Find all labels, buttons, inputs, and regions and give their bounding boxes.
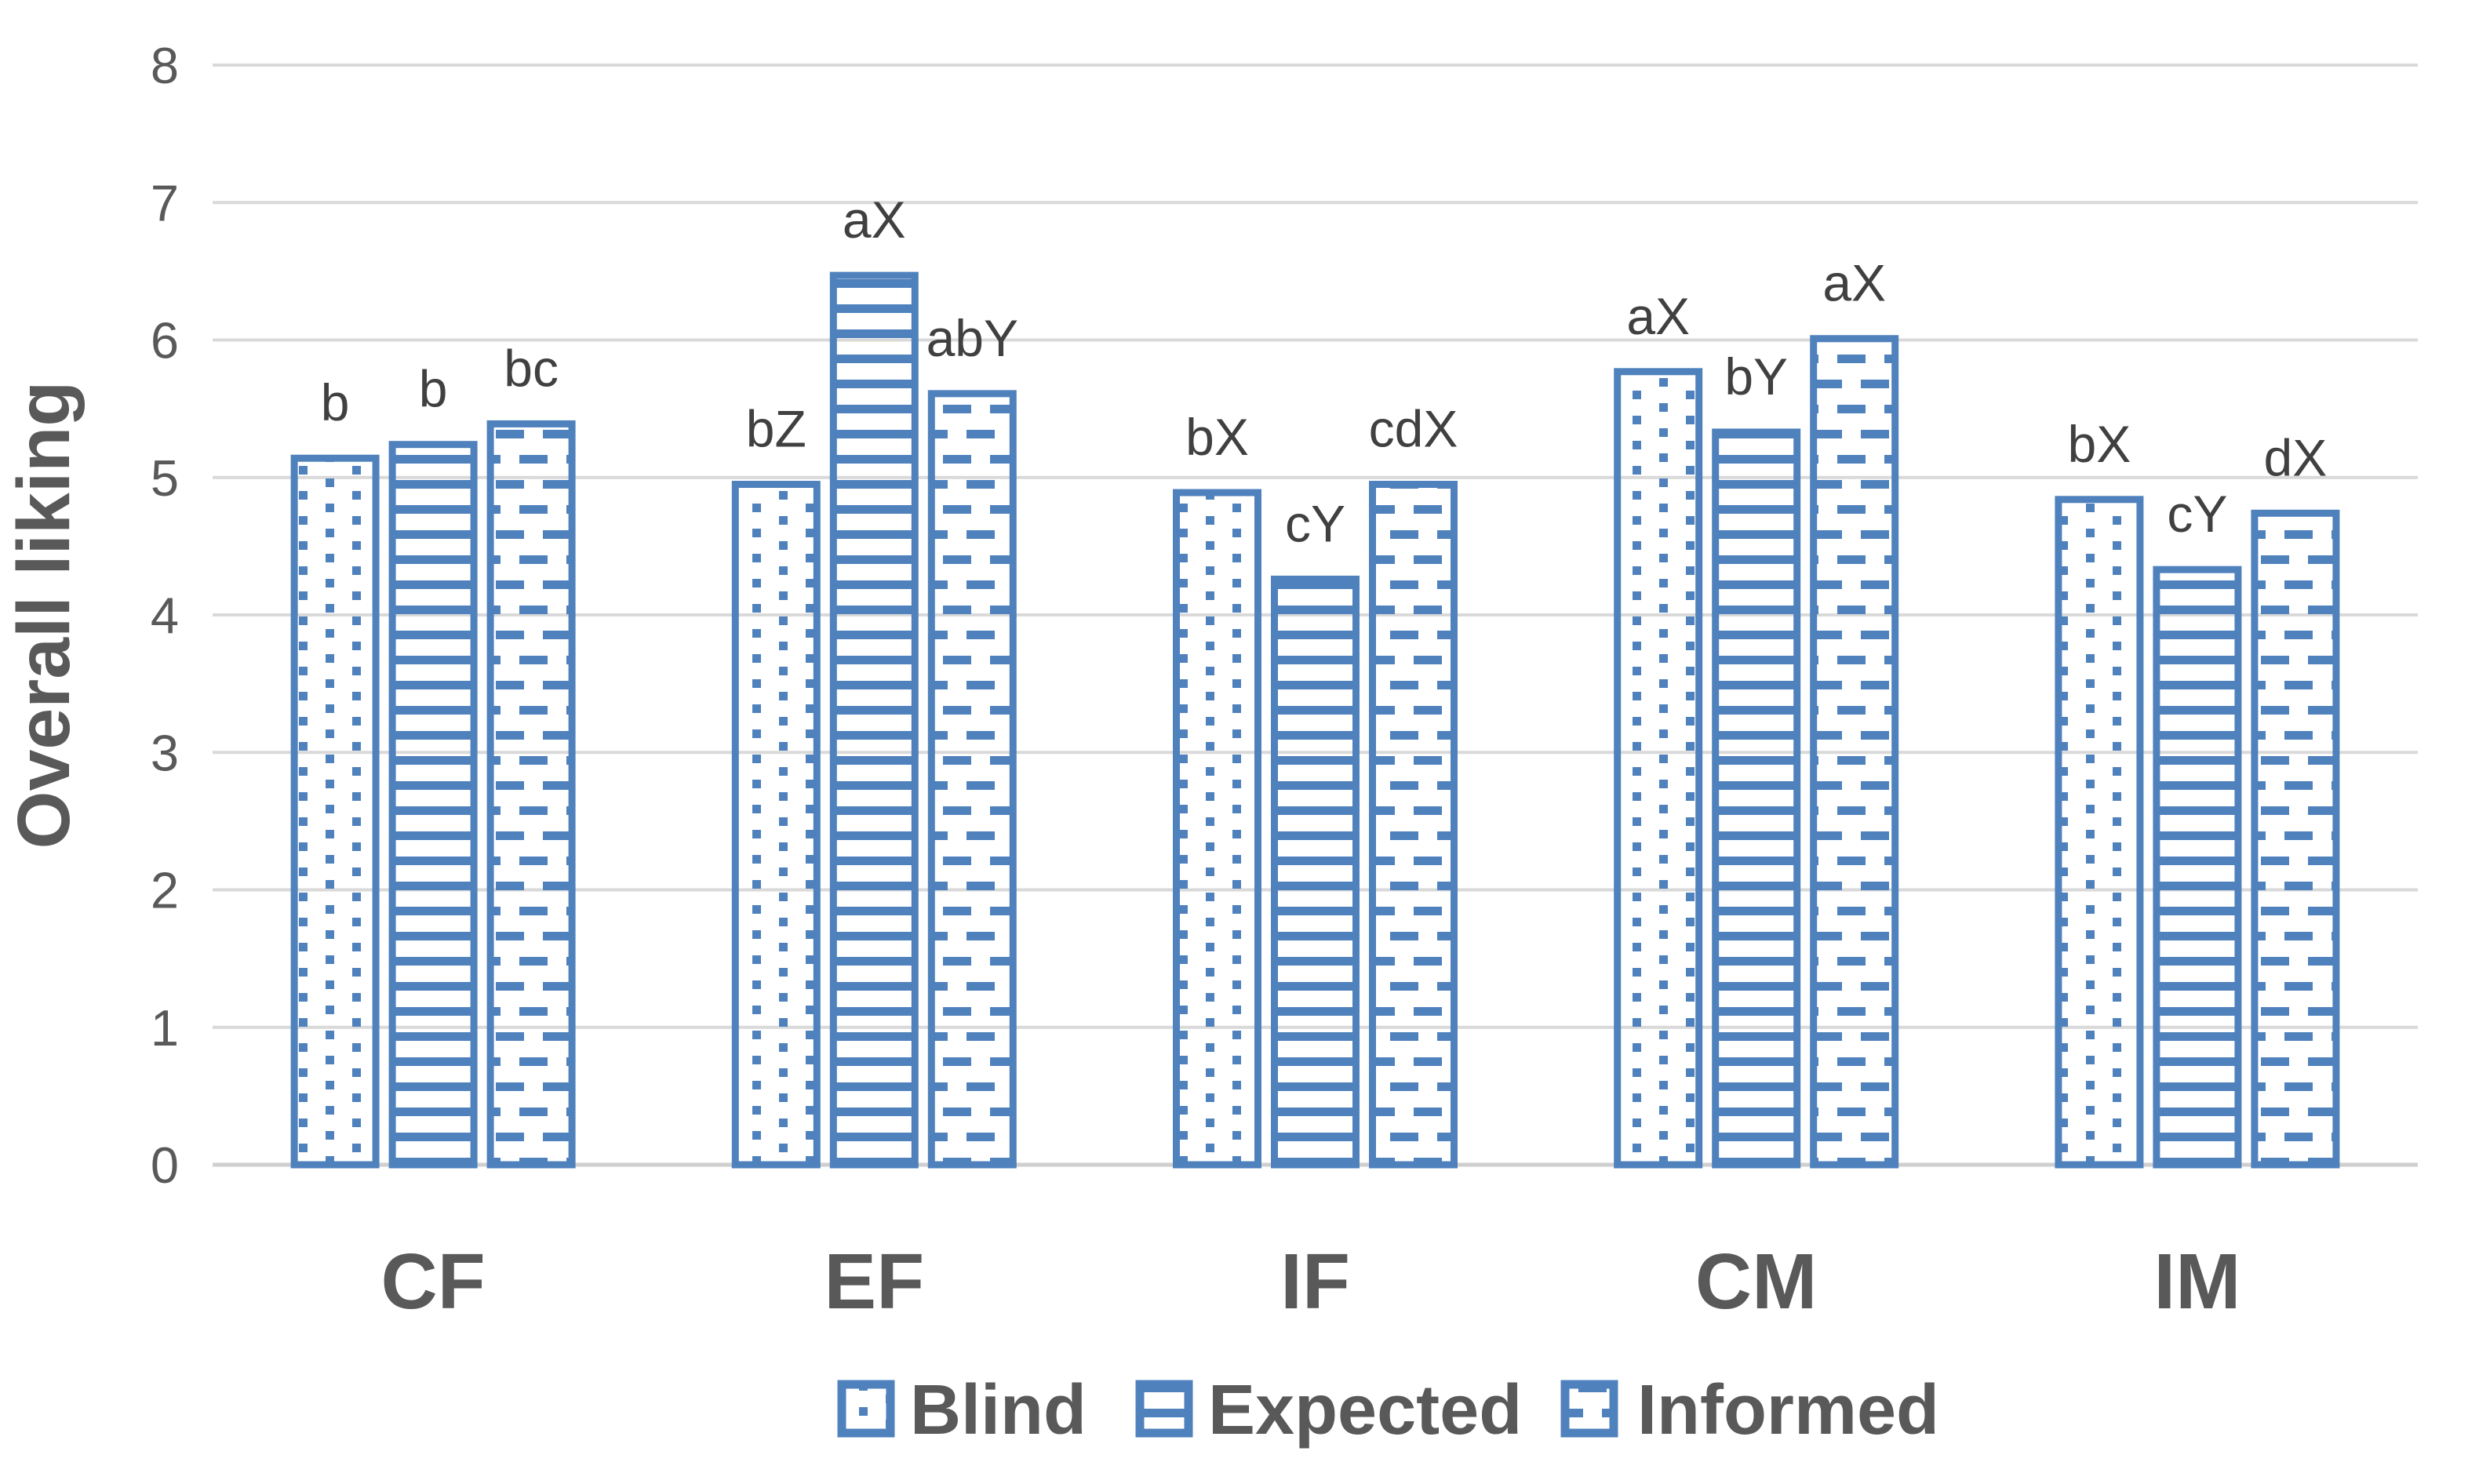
legend-marker-dashes-icon <box>1560 1380 1618 1438</box>
bar-annotation: dX <box>2264 428 2328 486</box>
legend-marker-dots-icon <box>837 1380 895 1438</box>
y-tick-label: 5 <box>151 449 179 507</box>
bar-IF-Informed <box>1369 481 1458 1169</box>
legend-item-expected: Expected <box>1135 1371 1522 1449</box>
category-label: CF <box>380 1238 485 1326</box>
legend-label: Blind <box>910 1371 1087 1449</box>
category-label: IF <box>1280 1238 1350 1326</box>
bar-CF-Expected <box>388 441 478 1169</box>
legend: Blind Expected Informed <box>837 1371 1939 1449</box>
bar-annotation: cY <box>1285 494 1345 552</box>
y-tick-label: 8 <box>151 37 179 94</box>
bar-annotation: bX <box>1185 408 1249 466</box>
legend-label: Informed <box>1637 1371 1939 1449</box>
y-tick-label: 6 <box>151 312 179 369</box>
bar-CF-Blind <box>290 454 380 1169</box>
bar-IM-Blind <box>2055 496 2144 1169</box>
category-label: CM <box>1695 1238 1818 1326</box>
legend-label: Expected <box>1208 1371 1522 1449</box>
bar-CM-Informed <box>1810 335 1899 1169</box>
bar-EF-Blind <box>731 481 821 1169</box>
y-tick-label: 7 <box>151 174 179 231</box>
bar-CF-Informed <box>486 420 576 1169</box>
bar-annotation: aX <box>1626 287 1690 345</box>
bar-annotation: bc <box>504 339 559 397</box>
bar-annotation: cdX <box>1369 400 1458 458</box>
bar-annotation: aX <box>843 191 906 249</box>
bar-IF-Expected <box>1271 575 1360 1169</box>
bar-annotation: abY <box>926 309 1018 367</box>
bar-annotation: aX <box>1822 254 1886 312</box>
y-tick-label: 0 <box>151 1137 179 1194</box>
bar-IM-Expected <box>2153 566 2242 1169</box>
legend-item-informed: Informed <box>1560 1371 1939 1449</box>
bar-IM-Informed <box>2251 509 2340 1169</box>
bar-CM-Expected <box>1712 428 1801 1169</box>
y-tick-label: 1 <box>151 999 179 1057</box>
y-tick-label: 4 <box>151 587 179 644</box>
bar-EF-Informed <box>927 390 1017 1169</box>
y-tick-label: 2 <box>151 862 179 919</box>
legend-item-blind: Blind <box>837 1371 1087 1449</box>
y-tick-label: 3 <box>151 724 179 781</box>
y-axis-title: Overall liking <box>2 381 86 849</box>
bar-annotation: bX <box>2068 415 2131 473</box>
bar-annotation: cY <box>2167 485 2227 543</box>
category-label: IM <box>2153 1238 2241 1326</box>
y-axis-tick-labels: 0 1 2 3 4 5 6 7 8 <box>151 37 179 1194</box>
bar-annotation: b <box>321 373 350 431</box>
bar-CM-Blind <box>1614 368 1703 1169</box>
bar-annotation: b <box>419 360 448 418</box>
legend-marker-hlines-icon <box>1135 1380 1193 1438</box>
bar-IF-Blind <box>1173 489 1261 1169</box>
bar-EF-Expected <box>829 271 919 1169</box>
category-label: EF <box>824 1238 924 1326</box>
bar-annotation: bY <box>1724 347 1788 406</box>
bar-annotation: bZ <box>746 400 806 458</box>
bars <box>290 271 2340 1169</box>
